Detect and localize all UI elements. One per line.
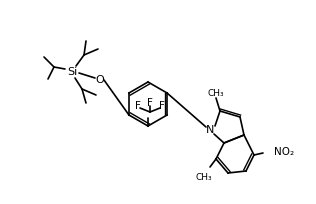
Text: F: F	[159, 101, 165, 110]
Text: NO₂: NO₂	[274, 146, 294, 156]
Text: F: F	[147, 98, 153, 108]
Text: O: O	[96, 75, 104, 85]
Text: F: F	[135, 101, 141, 110]
Text: Si: Si	[67, 67, 77, 77]
Text: CH₃: CH₃	[196, 173, 212, 182]
Text: CH₃: CH₃	[208, 89, 224, 98]
Text: N: N	[206, 124, 214, 134]
